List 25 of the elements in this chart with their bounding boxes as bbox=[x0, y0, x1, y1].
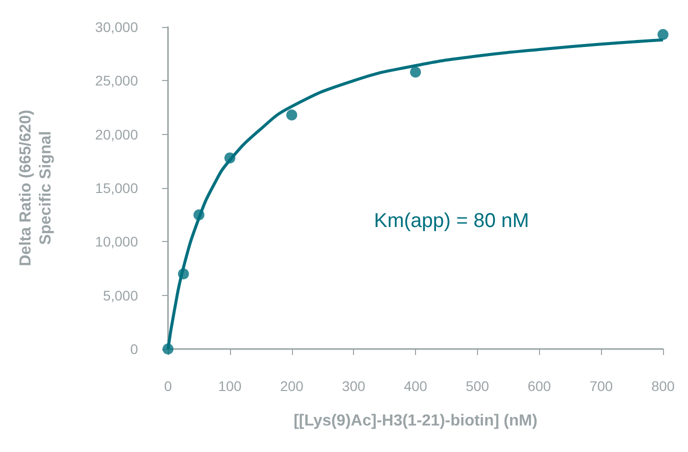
x-tick-label: 400 bbox=[404, 378, 428, 394]
x-tick-label: 100 bbox=[218, 378, 242, 394]
y-tick-label: 0 bbox=[130, 341, 138, 357]
x-tick-label: 600 bbox=[528, 378, 552, 394]
x-tick-label: 800 bbox=[651, 378, 675, 394]
point bbox=[658, 29, 668, 40]
annotation: Km(app) = 80 nM bbox=[374, 210, 530, 232]
x-tick-label: 200 bbox=[280, 378, 304, 394]
y-tick-label: 20,000 bbox=[95, 126, 138, 142]
y-tick-label: 30,000 bbox=[95, 19, 138, 35]
x-axis-title: [[Lys(9)Ac]-H3(1-21)-biotin] (nM) bbox=[294, 412, 538, 430]
x-tick-label: 500 bbox=[466, 378, 490, 394]
point bbox=[286, 110, 298, 121]
y-tick-label: 25,000 bbox=[95, 72, 138, 89]
y-tick-label: 5,000 bbox=[102, 287, 138, 304]
x-tick-label: 700 bbox=[589, 378, 614, 394]
y-axis-title: Delta Ratio (665/620) Specific Signal bbox=[18, 110, 54, 266]
point bbox=[178, 268, 189, 280]
y-tick-label: 10,000 bbox=[95, 234, 138, 250]
point bbox=[193, 209, 204, 220]
point bbox=[410, 66, 421, 78]
x-tick-label: 0 bbox=[164, 378, 172, 394]
x-tick-label: 300 bbox=[342, 378, 366, 394]
point bbox=[224, 152, 236, 164]
y-tick-label: 15,000 bbox=[95, 180, 138, 196]
